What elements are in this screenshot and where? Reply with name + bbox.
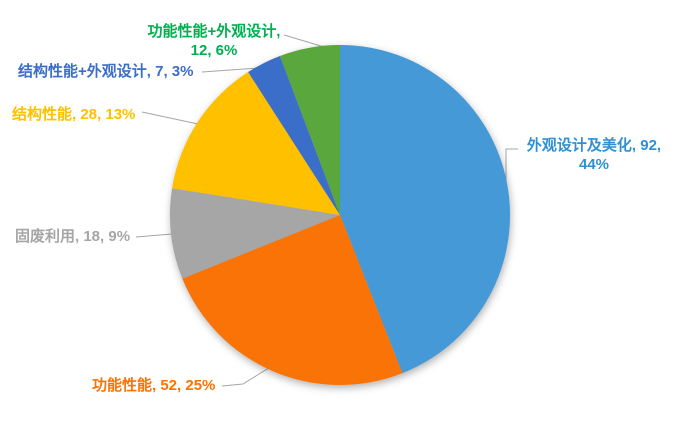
label-functional-performance: 功能性能, 52, 25% [92,376,215,395]
label-functional-plus-appearance: 功能性能+外观设计, 12, 6% [109,22,319,60]
pie-slice-1 [182,215,403,386]
pie-slice-0 [340,45,511,374]
label-line: 结构性能+外观设计, 7, 3% [18,63,194,80]
label-line: 12, 6% [190,42,238,59]
label-line: 外观设计及美化, 92, [526,137,662,154]
label-structural-performance: 结构性能, 28, 13% [12,105,135,124]
leader-line-1 [221,365,273,387]
pie-slice-2 [169,188,340,279]
label-line: 功能性能, 52, 25% [92,377,216,394]
pie-slice-5 [279,45,340,215]
label-line: 功能性能+外观设计, [147,23,281,40]
pie-slice-3 [172,71,340,216]
label-line: 固废利用, 18, 9% [15,228,131,245]
label-appearance-design: 外观设计及美化, 92, 44% [504,136,677,174]
label-solid-waste-utilization: 固废利用, 18, 9% [15,227,130,246]
leader-line-0 [505,148,518,188]
pie-slices [169,45,511,386]
label-line: 44% [578,156,610,173]
label-structural-plus-appearance: 结构性能+外观设计, 7, 3% [18,62,193,81]
pie-slice-4 [248,55,340,215]
label-line: 结构性能, 28, 13% [12,106,136,123]
